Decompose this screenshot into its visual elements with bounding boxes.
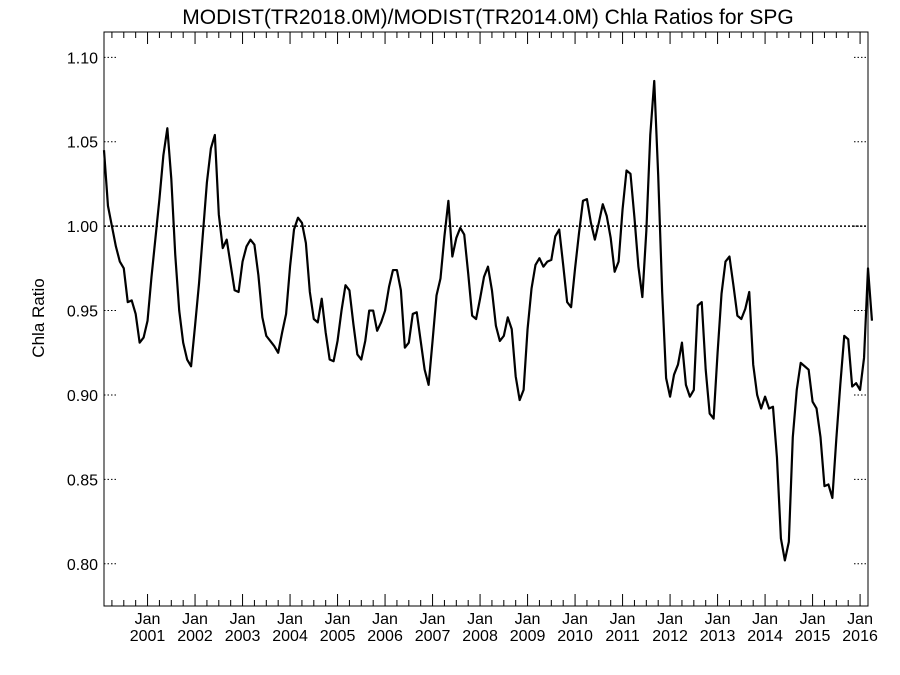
x-tick-month-label: Jan xyxy=(277,611,303,628)
y-tick-label: 1.05 xyxy=(67,135,98,152)
series-group xyxy=(102,79,874,562)
x-tick-month-label: Jan xyxy=(515,611,541,628)
x-tick-year-label: 2013 xyxy=(700,628,736,645)
x-tick-month-label: Jan xyxy=(230,611,256,628)
y-axis-label: Chla Ratio xyxy=(29,278,48,357)
x-tick-month-label: Jan xyxy=(182,611,208,628)
x-tick-month-label: Jan xyxy=(657,611,683,628)
x-tick-year-label: 2016 xyxy=(842,628,878,645)
x-tick-year-label: 2007 xyxy=(415,628,451,645)
y-axis: 0.80 0.85 0.90 0.95 1.00 1.05 1.10 xyxy=(67,50,868,574)
x-tick-year-label: 2003 xyxy=(225,628,261,645)
x-tick-year-label: 2001 xyxy=(130,628,166,645)
x-tick-month-label: Jan xyxy=(420,611,446,628)
x-tick-month-label: Jan xyxy=(752,611,778,628)
chart-title: MODIST(TR2018.0M)/MODIST(TR2014.0M) Chla… xyxy=(182,6,793,29)
x-tick-year-label: 2009 xyxy=(510,628,546,645)
x-tick-month-label: Jan xyxy=(705,611,731,628)
x-tick-year-label: 2011 xyxy=(605,628,640,645)
x-tick-year-label: 2010 xyxy=(557,628,593,645)
x-tick-year-label: 2005 xyxy=(320,628,356,645)
y-tick-label: 0.90 xyxy=(67,388,98,405)
x-tick-year-label: 2002 xyxy=(177,628,213,645)
y-tick-label: 1.10 xyxy=(67,50,98,67)
x-tick-year-label: 2008 xyxy=(462,628,498,645)
x-tick-month-label: Jan xyxy=(467,611,493,628)
y-tick-label: 1.00 xyxy=(67,219,98,236)
y-tick-label: 0.80 xyxy=(67,557,98,574)
x-tick-month-label: Jan xyxy=(800,611,826,628)
x-tick-month-label: Jan xyxy=(372,611,398,628)
x-tick-month-label: Jan xyxy=(562,611,588,628)
series-line-chla-ratio xyxy=(102,79,874,562)
y-tick-label: 0.95 xyxy=(67,304,98,321)
x-tick-year-label: 2006 xyxy=(367,628,403,645)
x-tick-year-label: 2012 xyxy=(652,628,688,645)
x-tick-year-label: 2015 xyxy=(795,628,831,645)
x-tick-month-label: Jan xyxy=(847,611,873,628)
x-tick-month-label: Jan xyxy=(325,611,351,628)
y-tick-label: 0.85 xyxy=(67,472,98,489)
x-tick-month-label: Jan xyxy=(610,611,636,628)
x-axis: Jan2001Jan2002Jan2003Jan2004Jan2005Jan20… xyxy=(111,32,878,645)
x-tick-year-label: 2004 xyxy=(272,628,308,645)
x-tick-month-label: Jan xyxy=(135,611,161,628)
x-tick-year-label: 2014 xyxy=(747,628,783,645)
plot-area xyxy=(103,31,869,607)
